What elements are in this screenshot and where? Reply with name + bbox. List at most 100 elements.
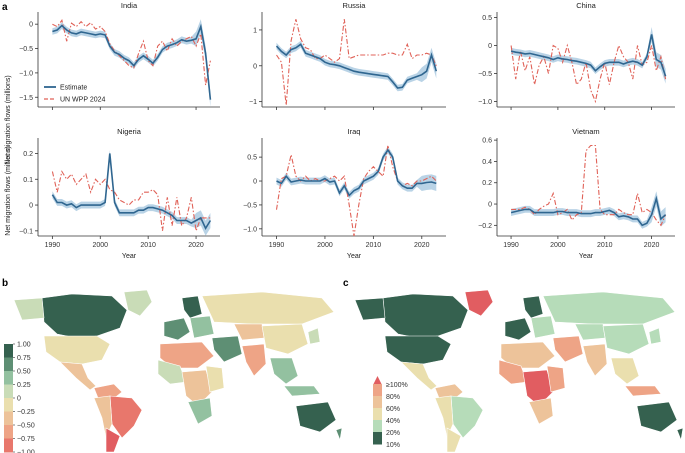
y-tick-label: −1 xyxy=(249,99,257,106)
y-tick-label: −0.5 xyxy=(243,202,257,209)
map-c-region-southern-africa xyxy=(528,397,554,425)
map-b-region-canada xyxy=(41,293,128,339)
map-c-region-canada xyxy=(382,293,469,339)
x-tick-label: 2020 xyxy=(414,242,430,249)
panel-label-a: a xyxy=(2,2,8,13)
map-b: 1.00 0.75 0.50 0.25 0 −0.25 −0.50 −0.75 −1.00 xyxy=(4,289,343,453)
map-c-legend-label: 60% xyxy=(386,406,400,413)
series-estimate xyxy=(51,153,212,230)
x-tick-label: 1990 xyxy=(503,242,519,249)
y-tick-label: 0 xyxy=(488,202,492,209)
y-tick-label: −0.5 xyxy=(19,46,33,53)
map-b-region-australia xyxy=(295,401,337,433)
line-charts: India −1.5 −1.0 −0.5 0 Estimate UN WPP 2024 Rus… xyxy=(19,1,675,260)
map-b-region-eastern-europe xyxy=(189,315,215,339)
legend-estimate-label: Estimate xyxy=(60,85,87,92)
map-b-legend-label: −0.50 xyxy=(17,423,35,430)
map-c-legend-swatch xyxy=(373,384,382,397)
series-estimate xyxy=(510,34,667,77)
map-c-region-alaska xyxy=(354,297,386,321)
legend-wpp-label: UN WPP 2024 xyxy=(60,97,105,104)
panel-label-b: b xyxy=(2,278,8,289)
y-tick-label: 0.2 xyxy=(23,151,33,158)
y-tick-label: −1.0 xyxy=(243,226,257,233)
map-c-region-russia xyxy=(542,291,676,325)
y-tick-label: 0 xyxy=(29,203,33,210)
map-b-region-scandinavia xyxy=(181,295,203,319)
map-c-region-australia xyxy=(636,401,678,433)
map-c-legend-label: ≥100% xyxy=(386,382,408,389)
chart-china: China −1.0 −0.5 0 0.5 xyxy=(478,1,675,110)
x-axis-label: Year xyxy=(579,253,594,260)
map-c-region-western-europe xyxy=(504,317,532,341)
map-c-legend-swatch xyxy=(373,396,382,409)
estimate-band xyxy=(52,150,211,236)
map-b-region-new-zealand xyxy=(335,427,343,442)
y-tick-label: 0 xyxy=(29,22,33,29)
map-b-region-western-europe xyxy=(163,317,191,341)
map-c-legend-swatch xyxy=(373,408,382,421)
map-c-region-middle-east xyxy=(552,335,584,363)
map-c-region-north-africa xyxy=(500,341,556,369)
map-b-region-colombia-venezuela xyxy=(93,383,123,401)
map-b-region-southern-africa xyxy=(187,397,213,425)
map-b-legend-swatch xyxy=(4,438,13,453)
map-c-region-usa xyxy=(384,335,452,365)
x-tick-label: 2020 xyxy=(188,242,204,249)
map-c-region-colombia-venezuela xyxy=(434,383,464,401)
panel-label-c: c xyxy=(343,278,349,289)
map-b-region-middle-east xyxy=(211,335,243,363)
map-b-region-north-africa xyxy=(159,341,215,369)
y-tick-label: 1 xyxy=(253,27,257,34)
y-tick-label: 0.5 xyxy=(482,15,492,22)
legend: Estimate UN WPP 2024 xyxy=(44,85,105,104)
chart-vietnam: Vietnam −0.2 0 0.2 0.4 0.6 1990 2000 2010 2020 Yea… xyxy=(478,127,675,260)
chart-title: Russia xyxy=(343,1,367,10)
map-b-region-usa xyxy=(43,335,111,365)
map-c-region-eastern-europe xyxy=(530,315,556,339)
x-tick-label: 2010 xyxy=(366,242,382,249)
series-estimate xyxy=(52,23,212,100)
map-c-region-indonesia xyxy=(624,385,662,397)
y-tick-label: −1.0 xyxy=(478,99,492,106)
x-axis-label: Year xyxy=(122,253,137,260)
x-tick-label: 1990 xyxy=(45,242,61,249)
map-c-legend-label: 10% xyxy=(386,442,400,449)
map-b-region-indonesia xyxy=(283,385,321,397)
x-tick-label: 2020 xyxy=(644,242,660,249)
map-b-legend-label: −1.00 xyxy=(17,450,35,453)
map-b-region-se-asia xyxy=(269,357,299,385)
map-b-region-east-africa xyxy=(205,365,225,393)
estimate-band xyxy=(276,40,437,92)
x-tick-label: 1990 xyxy=(269,242,285,249)
y-tick-label: 0.1 xyxy=(23,177,33,184)
y-tick-label: 0.6 xyxy=(482,138,492,145)
map-c-legend-swatch xyxy=(373,420,382,433)
map-b-legend-label: 0.25 xyxy=(17,382,31,389)
chart-title: China xyxy=(576,1,596,10)
map-b-region-china xyxy=(261,323,309,355)
y-tick-label: 0.4 xyxy=(482,159,492,166)
x-tick-label: 2010 xyxy=(140,242,156,249)
y-tick-label: −1.0 xyxy=(19,70,33,77)
map-c-legend-arrow xyxy=(373,376,382,385)
map-b-legend-swatch xyxy=(4,344,13,358)
x-tick-label: 2010 xyxy=(597,242,613,249)
series-un-wpp-2024 xyxy=(276,19,437,106)
map-b-legend-label: −0.25 xyxy=(17,409,35,416)
y-tick-label: 0 xyxy=(253,63,257,70)
y-tick-label: −0.5 xyxy=(478,71,492,78)
map-c-region-east-africa xyxy=(546,365,566,393)
map-c-legend-swatch xyxy=(373,432,382,445)
map-b-legend-swatch xyxy=(4,384,13,399)
map-b-region-greenland xyxy=(123,289,153,317)
map-c-region-southern-cone xyxy=(446,427,462,453)
map-b-legend-label: 0.50 xyxy=(17,369,31,376)
chart-iraq: Iraq −1.0 −0.5 0 0.5 1990 2000 2010 2020 Year xyxy=(243,127,446,260)
map-c-region-south-asia xyxy=(582,343,608,377)
map-b-region-west-africa xyxy=(157,359,187,385)
map-c-region-japan-korea xyxy=(648,327,662,345)
ylabel-bottom: Net migration flows (millions) xyxy=(5,146,12,235)
chart-title: Vietnam xyxy=(572,127,599,136)
chart-russia: Russia −1 0 1 xyxy=(249,1,446,110)
